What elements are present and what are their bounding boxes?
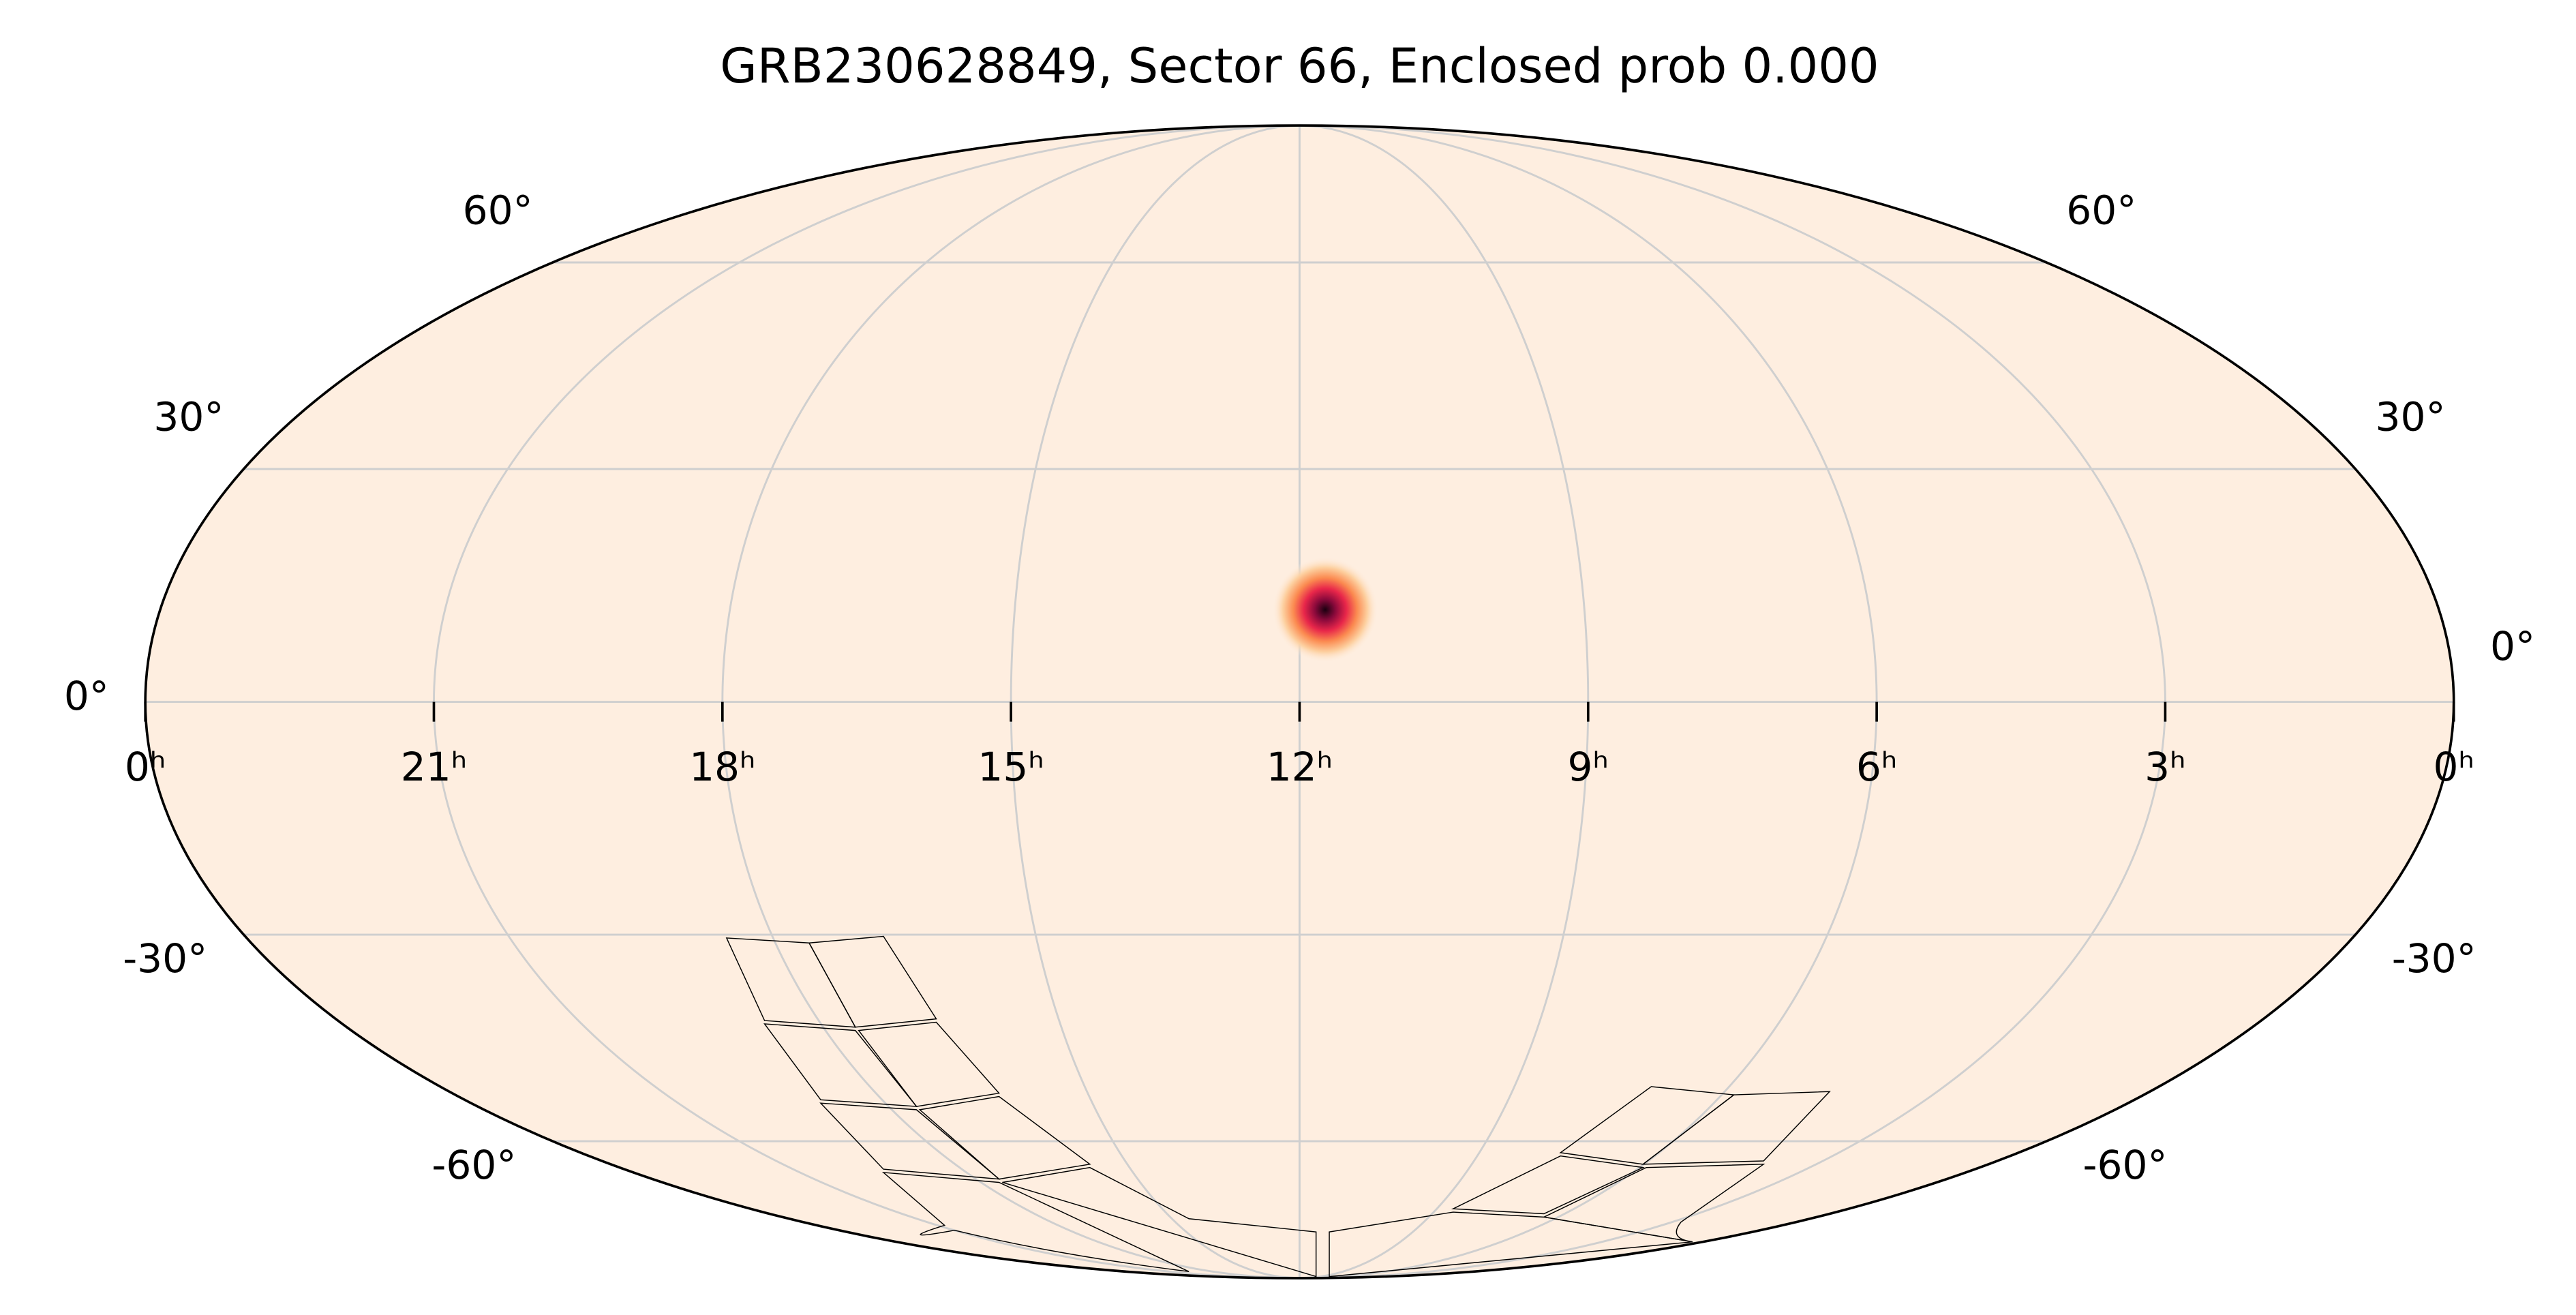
ra-tick-label: 15ʰ [978, 744, 1044, 790]
ra-tick-label: 6ʰ [1856, 744, 1897, 790]
dec-tick-label-right: -30° [2392, 935, 2476, 982]
dec-tick-label-left: -60° [431, 1142, 516, 1188]
sector-footprint [725, 935, 1831, 1278]
grid-meridian [433, 124, 1300, 1280]
probability-hotspot [1272, 556, 1378, 663]
ra-tick-label: 21ʰ [401, 744, 467, 790]
dec-tick-label-right: 60° [2066, 187, 2136, 233]
ccd-outline [808, 935, 937, 1028]
ra-tick-label: 0ʰ [2433, 744, 2474, 790]
grid-meridian [1299, 124, 1590, 1280]
dec-tick-label-left: -30° [123, 935, 207, 982]
ra-tick-label: 9ʰ [1568, 744, 1609, 790]
dec-tick-label-left: 0° [64, 673, 109, 719]
sky-boundary [144, 124, 2455, 1280]
grid-meridian [1010, 124, 1300, 1280]
ccd-outline [1641, 1091, 1831, 1165]
ccd-outline [1002, 1166, 1317, 1278]
grid-meridian [721, 124, 1300, 1280]
ccd-outline [858, 1021, 1000, 1107]
grid-meridian [1299, 124, 2166, 1280]
dec-tick-label-left: 60° [463, 187, 533, 233]
dec-tick-label-right: 0° [2490, 623, 2535, 669]
map-title: GRB230628849, Sector 66, Enclosed prob 0… [720, 38, 1879, 94]
ra-tick-label: 12ʰ [1267, 744, 1333, 790]
dec-tick-label-right: -60° [2083, 1142, 2168, 1188]
dec-tick-label-right: 30° [2375, 393, 2445, 440]
ccd-outline [1451, 1155, 1645, 1215]
ccd-outline [918, 1095, 1091, 1180]
ra-tick-label: 3ʰ [2145, 744, 2185, 790]
tick-labels: 0ʰ 21ʰ 18ʰ 15ʰ 12ʰ 9ʰ 6ʰ 3ʰ 0ʰ 60° 60° 30° 30° 0° 0° -3… [64, 187, 2535, 1188]
ccd-outline [881, 1172, 1189, 1273]
ra-tick-label: 0ʰ [125, 744, 166, 790]
ccd-outline [1329, 1211, 1693, 1278]
ra-tick-label: 18ʰ [689, 744, 755, 790]
dec-tick-label-left: 30° [153, 393, 224, 440]
